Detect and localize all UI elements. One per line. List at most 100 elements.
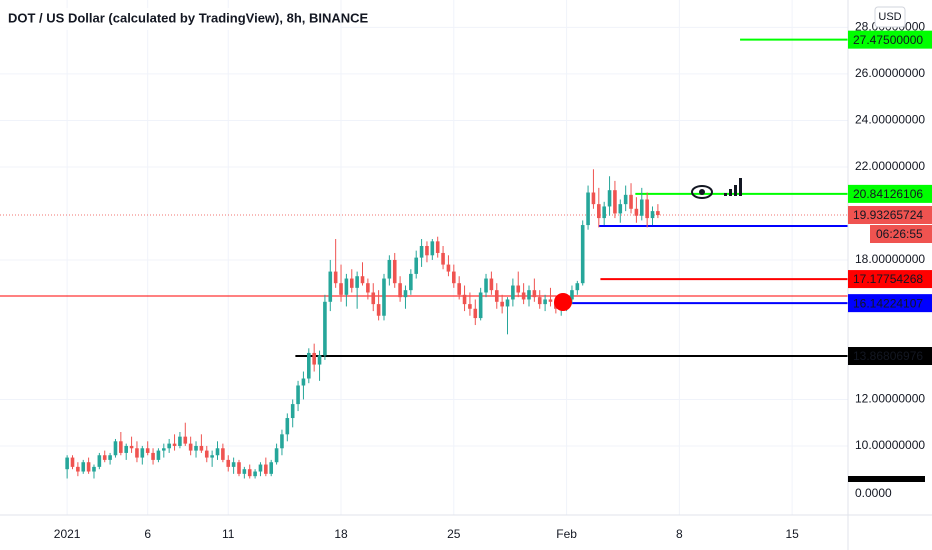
candle-body	[484, 278, 488, 293]
candle-body	[102, 455, 107, 460]
price-label-bg	[848, 206, 932, 225]
candle-body	[199, 445, 204, 451]
candle-body	[441, 252, 445, 265]
candle-body	[597, 204, 601, 219]
candle-body	[113, 441, 118, 456]
candle-body	[269, 462, 274, 474]
candle-body	[242, 469, 247, 474]
candle-body	[97, 455, 102, 467]
candle-body	[355, 276, 359, 288]
candle-body	[371, 292, 376, 305]
candle-body	[135, 448, 139, 458]
candle-body	[639, 199, 644, 216]
candle-body	[403, 290, 408, 298]
candle-body	[478, 292, 483, 319]
candle-body	[258, 464, 263, 472]
candle-body	[124, 445, 129, 453]
candle-body	[129, 445, 134, 449]
candle-body	[194, 445, 198, 451]
price-label-bg	[848, 30, 932, 49]
candle-body	[548, 299, 553, 302]
candle-body	[221, 448, 225, 460]
y-tick-label: 12.00000000	[855, 392, 925, 406]
y-tick-label: 18.00000000	[855, 252, 925, 266]
candle-body	[172, 443, 177, 446]
candle-body	[178, 436, 182, 446]
candle-body	[247, 469, 252, 477]
candle-body	[591, 192, 596, 205]
signal-icon	[724, 178, 742, 196]
x-tick-label: 6	[144, 527, 151, 541]
eye-icon	[691, 185, 713, 199]
candle-body	[543, 299, 547, 305]
candle-body	[425, 245, 429, 256]
countdown: 06:26:55	[876, 227, 923, 241]
candle-body	[81, 462, 86, 472]
candle-body	[323, 301, 327, 356]
y-tick-label: 22.00000000	[855, 159, 925, 173]
currency[interactable]: USD	[878, 11, 901, 23]
candle-body	[253, 471, 257, 477]
candle-body	[500, 301, 504, 307]
candle-body	[634, 208, 639, 216]
candle-body	[462, 294, 467, 305]
candles	[65, 169, 660, 479]
candle-body	[575, 283, 580, 291]
candle-body	[511, 285, 515, 300]
price-label-bg	[848, 184, 932, 203]
candle-body	[339, 283, 343, 295]
x-tick-label: 2021	[54, 527, 81, 541]
candle-body	[349, 278, 354, 288]
candle-body	[521, 292, 526, 300]
candle-body	[494, 290, 499, 302]
candle-body	[468, 304, 472, 309]
candle-body	[204, 450, 209, 458]
candle-body	[376, 304, 381, 316]
candle-body	[392, 259, 397, 284]
candle-body	[414, 257, 419, 274]
candle-body	[226, 459, 231, 467]
candle-body	[527, 290, 531, 300]
price-axis: 10.00000000 12.00000000 18.00000000 22.0000…	[54, 20, 932, 541]
candle-body	[140, 448, 145, 458]
candle-body	[505, 299, 510, 307]
candle-body	[382, 278, 386, 316]
chart-title: DOT / US Dollar (calculated by TradingVi…	[8, 10, 369, 25]
candle-body	[473, 308, 478, 319]
candle-body	[446, 264, 451, 272]
candle-body	[156, 450, 161, 460]
candle-body	[70, 457, 75, 467]
price-label: 19.93265724	[853, 208, 923, 222]
price-label: 13.86806976	[853, 349, 923, 363]
candle-body	[333, 271, 338, 284]
axis-note: 0.0000	[855, 486, 892, 500]
price-label-bg	[848, 270, 932, 289]
candle-body	[328, 271, 333, 302]
price-label-bg	[848, 294, 932, 313]
candle-body	[618, 204, 623, 214]
price-label: 20.84126106	[853, 187, 923, 201]
x-tick-label: 15	[785, 527, 799, 541]
grid	[0, 0, 848, 515]
candle-body	[645, 199, 649, 219]
candle-body	[344, 278, 349, 295]
candle-body	[398, 283, 402, 298]
candle-body	[452, 271, 456, 284]
candle-body	[435, 241, 440, 253]
candle-body	[602, 206, 606, 219]
candle-body	[629, 194, 633, 209]
candle-body	[409, 273, 413, 291]
x-tick-label: 8	[676, 527, 683, 541]
candle-body	[656, 211, 660, 216]
candle-body	[167, 443, 171, 449]
candle-body	[215, 448, 220, 456]
currency-button[interactable]	[874, 6, 906, 28]
candle-body	[430, 241, 435, 256]
candle-body	[119, 441, 123, 453]
y-tick-label: 10.00000000	[855, 438, 925, 452]
candle-body	[237, 462, 241, 474]
candle-body	[301, 378, 306, 386]
x-tick-label: 18	[334, 527, 348, 541]
